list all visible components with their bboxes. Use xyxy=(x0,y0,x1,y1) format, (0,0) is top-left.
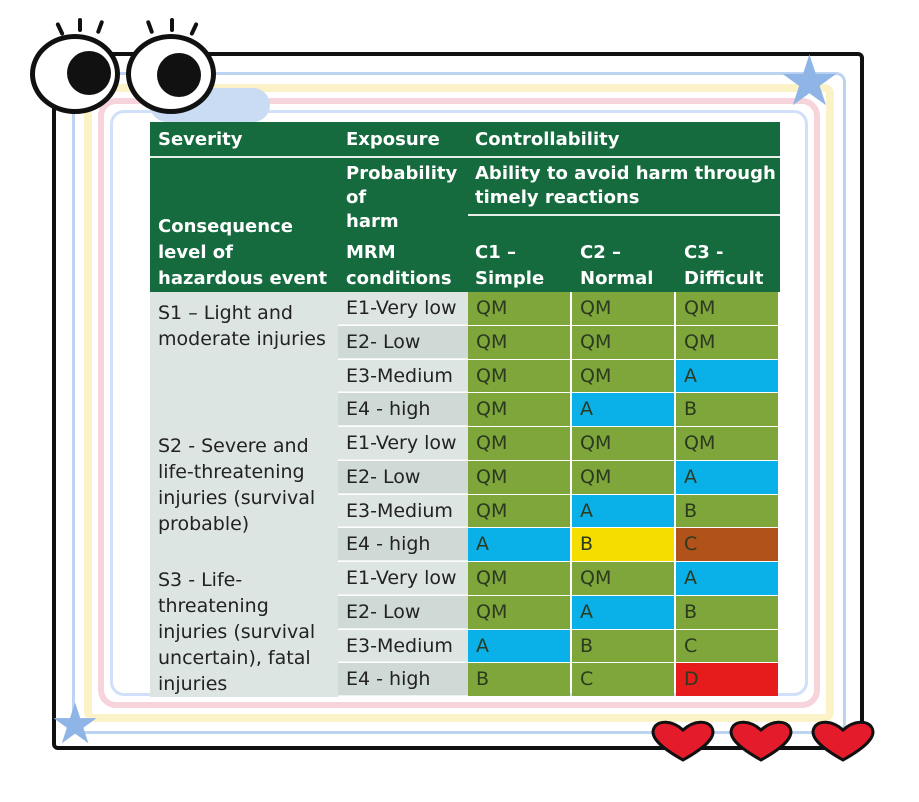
rating-cell-c2: QM xyxy=(572,325,674,359)
rating-cell-c3: QM xyxy=(676,292,778,325)
exposure-cell: E2- Low xyxy=(338,325,468,359)
c1-header: C1 – Simple xyxy=(475,242,545,289)
rating-cell-c3: C xyxy=(676,629,778,663)
rating-cell-c3: B xyxy=(676,393,778,426)
rating-cell-c1: QM xyxy=(468,460,570,494)
table-header xyxy=(150,122,780,292)
ability-header: Ability to avoid harm through timely rea… xyxy=(475,163,776,208)
rating-cell-c1: QM xyxy=(468,494,570,528)
rating-cell-c2: QM xyxy=(572,460,674,494)
rating-cell-c3: B xyxy=(676,494,778,528)
rating-cell-c3: B xyxy=(676,595,778,629)
rating-cell-c2: A xyxy=(572,494,674,528)
rating-cell-c3: D xyxy=(676,663,778,696)
severity-header: Severity xyxy=(158,129,243,150)
rating-cell-c1: QM xyxy=(468,325,570,359)
header-divider xyxy=(150,156,780,158)
heart-icon xyxy=(729,720,793,762)
exposure-cell: E1-Very low xyxy=(338,292,468,325)
c2-header: C2 – Normal xyxy=(580,242,654,289)
rating-cell-c3: A xyxy=(676,359,778,393)
rating-cell-c2: B xyxy=(572,629,674,663)
heart-icon xyxy=(811,720,875,762)
star-icon: ★ xyxy=(50,692,101,757)
rating-cell-c3: QM xyxy=(676,325,778,359)
rating-cell-c1: QM xyxy=(468,292,570,325)
hazard-classification-table: Severity Exposure Controllability Probab… xyxy=(150,122,780,697)
rating-cell-c2: A xyxy=(572,393,674,426)
rating-cell-c2: QM xyxy=(572,359,674,393)
exposure-cell: E3-Medium xyxy=(338,494,468,528)
rating-cell-c1: QM xyxy=(468,359,570,393)
mrm-header: MRM conditions xyxy=(346,242,452,289)
cartoon-eyes-icon xyxy=(30,18,230,118)
rating-cell-c1: A xyxy=(468,629,570,663)
frame-stripe-pink xyxy=(98,98,820,708)
exposure-cell: E1-Very low xyxy=(338,562,468,595)
rating-cell-c3: C xyxy=(676,528,778,561)
rating-cell-c1: QM xyxy=(468,427,570,460)
severity-s1: S1 – Light and moderate injuries xyxy=(158,302,326,350)
exposure-header: Exposure xyxy=(346,129,440,150)
rating-cell-c3: A xyxy=(676,562,778,595)
rating-cell-c1: B xyxy=(468,663,570,696)
c3-header: C3 - Difficult xyxy=(684,242,764,289)
rating-cell-c2: A xyxy=(572,595,674,629)
rating-cell-c2: B xyxy=(572,528,674,561)
severity-s2: S2 - Severe and life-threatening injurie… xyxy=(158,435,316,535)
rating-cell-c1: A xyxy=(468,528,570,561)
severity-column-bg xyxy=(150,292,338,697)
probability-header: Probability of harm xyxy=(346,163,458,232)
star-icon: ★ xyxy=(778,40,841,122)
rating-cell-c2: C xyxy=(572,663,674,696)
frame-stripe-blue xyxy=(72,72,846,734)
severity-s3: S3 - Life- threatening injuries (surviva… xyxy=(158,569,316,695)
rating-cell-c3: QM xyxy=(676,427,778,460)
rating-cell-c1: QM xyxy=(468,595,570,629)
exposure-cell: E2- Low xyxy=(338,460,468,494)
rating-cell-c2: QM xyxy=(572,427,674,460)
controllability-header: Controllability xyxy=(475,129,620,150)
consequence-header: Consequence level of hazardous event xyxy=(158,216,328,289)
rating-cell-c3: A xyxy=(676,460,778,494)
exposure-cell: E4 - high xyxy=(338,663,468,696)
rating-cell-c2: QM xyxy=(572,292,674,325)
rating-cell-c1: QM xyxy=(468,562,570,595)
ability-divider xyxy=(468,214,780,216)
rating-cell-c2: QM xyxy=(572,562,674,595)
exposure-cell: E4 - high xyxy=(338,528,468,561)
exposure-cell: E3-Medium xyxy=(338,629,468,663)
exposure-cell: E2- Low xyxy=(338,595,468,629)
exposure-cell: E1-Very low xyxy=(338,427,468,460)
exposure-cell: E4 - high xyxy=(338,393,468,426)
heart-icon xyxy=(651,720,715,762)
exposure-cell: E3-Medium xyxy=(338,359,468,393)
rating-cell-c1: QM xyxy=(468,393,570,426)
frame-stripe-yellow xyxy=(84,84,834,722)
